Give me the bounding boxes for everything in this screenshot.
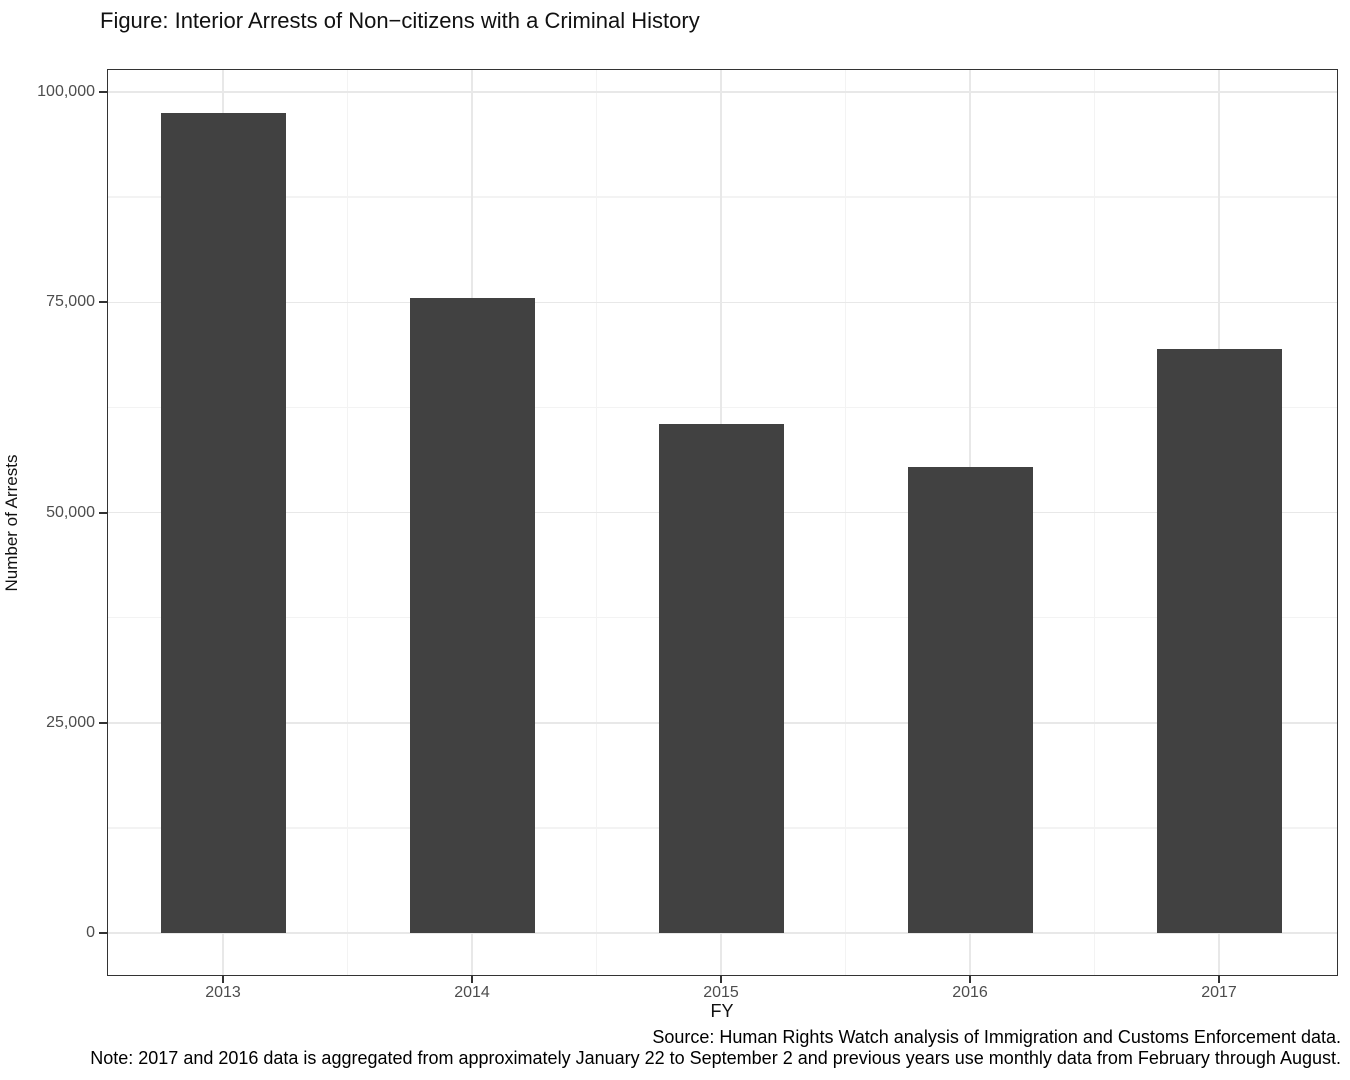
gridline-minor-vertical [595, 69, 598, 976]
y-tick-label: 0 [86, 924, 95, 941]
x-tick-mark [1218, 976, 1220, 983]
chart-panel [107, 69, 1338, 976]
gridline-minor-horizontal [107, 196, 1338, 198]
y-tick-mark [99, 932, 107, 934]
y-tick-label: 75,000 [46, 293, 95, 311]
y-tick-mark [99, 91, 107, 93]
bar-2014 [409, 298, 535, 933]
x-tick-label: 2016 [952, 984, 988, 1001]
y-tick-mark [99, 721, 107, 724]
gridline-minor-vertical [1093, 69, 1096, 976]
bar-2013 [160, 113, 286, 933]
y-tick-label: 50,000 [46, 503, 95, 521]
y-tick-mark [99, 301, 107, 304]
bar-2017 [1156, 349, 1282, 933]
y-axis-title: Number of Arrests [2, 454, 21, 592]
gridline-major-horizontal [107, 91, 1338, 93]
x-tick-label: 2017 [1201, 984, 1237, 1001]
x-tick-mark [471, 976, 473, 983]
x-tick-mark [222, 976, 224, 983]
gridline-minor-vertical [844, 69, 847, 976]
gridline-major-horizontal [107, 932, 1338, 934]
gridline-major-horizontal [107, 301, 1338, 303]
x-tick-mark [969, 976, 971, 983]
y-tick-label: 25,000 [46, 713, 95, 731]
plot-title: Figure: Interior Arrests of Non−citizens… [100, 8, 700, 33]
x-tick-mark [720, 976, 722, 983]
x-tick-label: 2013 [205, 984, 241, 1001]
gridline-minor-horizontal [107, 406, 1338, 409]
caption-note: Note: 2017 and 2016 data is aggregated f… [90, 1048, 1341, 1068]
gridline-minor-vertical [346, 69, 349, 976]
bar-2015 [658, 424, 784, 933]
caption-source: Source: Human Rights Watch analysis of I… [652, 1027, 1341, 1047]
y-tick-mark [99, 511, 107, 514]
x-tick-label: 2015 [703, 984, 739, 1001]
y-tick-label: 100,000 [37, 83, 95, 100]
x-axis-title: FY [710, 1001, 734, 1021]
bar-2016 [907, 467, 1033, 933]
x-tick-label: 2014 [454, 984, 490, 1001]
